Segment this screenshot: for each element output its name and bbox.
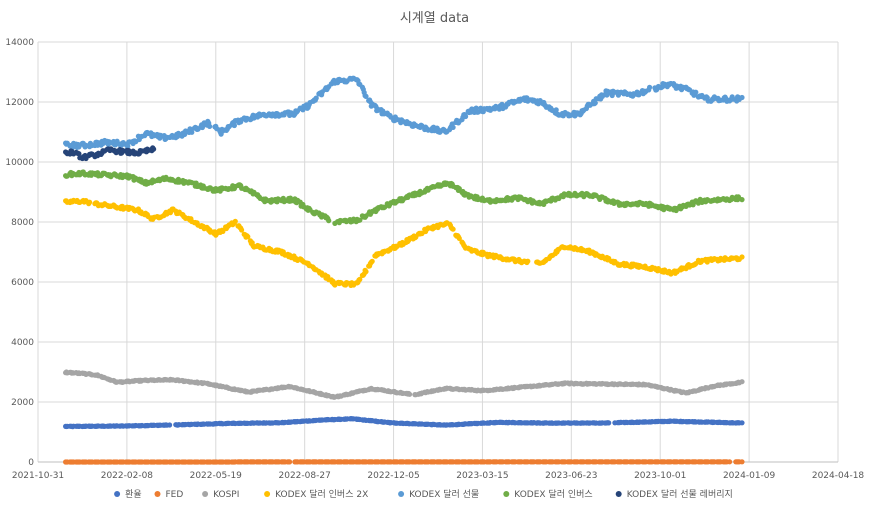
legend-entry: KODEX 달러 인버스 bbox=[503, 488, 593, 500]
y-tick-label: 10000 bbox=[5, 158, 34, 168]
legend-entry: KOSPI bbox=[202, 490, 239, 500]
data-point bbox=[125, 143, 131, 149]
legend-marker bbox=[114, 491, 121, 497]
data-point bbox=[231, 122, 237, 129]
x-tick-label: 2022-08-27 bbox=[279, 471, 331, 481]
data-point bbox=[739, 197, 745, 203]
x-tick-label: 2021-10-31 bbox=[12, 471, 64, 481]
x-tick-label: 2022-05-19 bbox=[190, 471, 243, 481]
data-point bbox=[553, 107, 559, 113]
data-point bbox=[207, 123, 213, 129]
data-point bbox=[727, 459, 733, 465]
data-point bbox=[606, 420, 612, 426]
x-tick-label: 2022-12-05 bbox=[367, 471, 419, 481]
legend-entry: FED bbox=[154, 490, 184, 500]
data-point bbox=[76, 151, 82, 157]
y-tick-label: 0 bbox=[28, 458, 34, 468]
data-point bbox=[363, 93, 369, 99]
data-point bbox=[313, 95, 319, 101]
data-point bbox=[407, 391, 413, 397]
legend-label: KODEX 달러 인버스 bbox=[514, 488, 592, 500]
chart-title: 시계열 data bbox=[400, 11, 469, 26]
y-tick-label: 6000 bbox=[11, 278, 34, 288]
series-6 bbox=[63, 145, 157, 162]
legend-marker bbox=[154, 491, 161, 497]
data-point bbox=[456, 186, 462, 192]
legend: 환율 FED KOSPI KODEX 달러 인버스 2X KODEX 달러 선물 KODE… bbox=[114, 488, 733, 500]
legend-marker bbox=[264, 491, 271, 497]
data-point bbox=[450, 124, 456, 130]
data-point bbox=[499, 101, 505, 107]
data-point bbox=[151, 146, 157, 152]
legend-marker bbox=[202, 491, 209, 497]
x-tick-label: 2024-04-18 bbox=[812, 471, 865, 481]
x-tick-label: 2023-03-15 bbox=[456, 471, 508, 481]
data-point bbox=[525, 258, 531, 264]
series-3 bbox=[63, 197, 745, 288]
data-point bbox=[220, 228, 226, 234]
series-0 bbox=[63, 416, 745, 430]
data-point bbox=[463, 113, 469, 120]
data-point bbox=[357, 276, 363, 282]
x-tick-label: 2022-02-08 bbox=[101, 471, 154, 481]
data-point bbox=[357, 217, 363, 223]
legend-entry: KODEX 달러 선물 bbox=[398, 488, 479, 500]
y-tick-label: 12000 bbox=[5, 98, 34, 108]
legend-marker bbox=[398, 491, 405, 497]
legend-entry: KODEX 달러 선물 레버리지 bbox=[615, 488, 733, 500]
data-point bbox=[287, 459, 293, 465]
data-point bbox=[87, 199, 93, 205]
series-1 bbox=[63, 459, 745, 465]
legend-label: KODEX 달러 선물 bbox=[409, 488, 479, 500]
legend-label: KOSPI bbox=[213, 490, 239, 500]
data-point bbox=[693, 89, 699, 95]
legend-entry: 환율 bbox=[114, 488, 142, 500]
legend-label: 환율 bbox=[125, 488, 142, 500]
legend-label: KODEX 달러 선물 레버리지 bbox=[627, 488, 733, 500]
data-point bbox=[456, 235, 462, 241]
data-point bbox=[739, 459, 745, 465]
y-tick-label: 8000 bbox=[11, 218, 34, 228]
y-tick-label: 2000 bbox=[11, 398, 34, 408]
data-point bbox=[245, 234, 251, 240]
data-point bbox=[326, 218, 332, 224]
data-point bbox=[473, 105, 479, 111]
data-point bbox=[167, 422, 173, 428]
x-tick-label: 2023-10-01 bbox=[634, 471, 686, 481]
legend-entry: KODEX 달러 인버스 2X bbox=[264, 488, 368, 500]
data-point bbox=[739, 420, 745, 426]
data-point bbox=[232, 218, 238, 224]
data-point bbox=[739, 254, 745, 260]
data-point bbox=[369, 258, 375, 264]
data-point bbox=[450, 226, 456, 232]
x-tick-label: 2024-01-09 bbox=[723, 471, 776, 481]
y-tick-label: 14000 bbox=[5, 38, 34, 48]
series-layer bbox=[63, 75, 745, 465]
series-2 bbox=[63, 369, 745, 400]
data-point bbox=[363, 269, 369, 275]
legend-marker bbox=[615, 491, 622, 497]
data-point bbox=[239, 227, 245, 233]
data-point bbox=[739, 379, 745, 385]
legend-label: FED bbox=[166, 490, 184, 500]
legend-marker bbox=[503, 491, 510, 497]
data-point bbox=[647, 84, 653, 90]
legend-label: KODEX 달러 인버스 2X bbox=[275, 488, 368, 500]
x-tick-label: 2023-06-23 bbox=[545, 471, 597, 481]
series-5 bbox=[63, 169, 745, 226]
data-point bbox=[592, 100, 598, 106]
series-4 bbox=[63, 75, 745, 151]
data-point bbox=[739, 94, 745, 101]
data-point bbox=[189, 129, 195, 135]
y-tick-label: 4000 bbox=[11, 338, 34, 348]
